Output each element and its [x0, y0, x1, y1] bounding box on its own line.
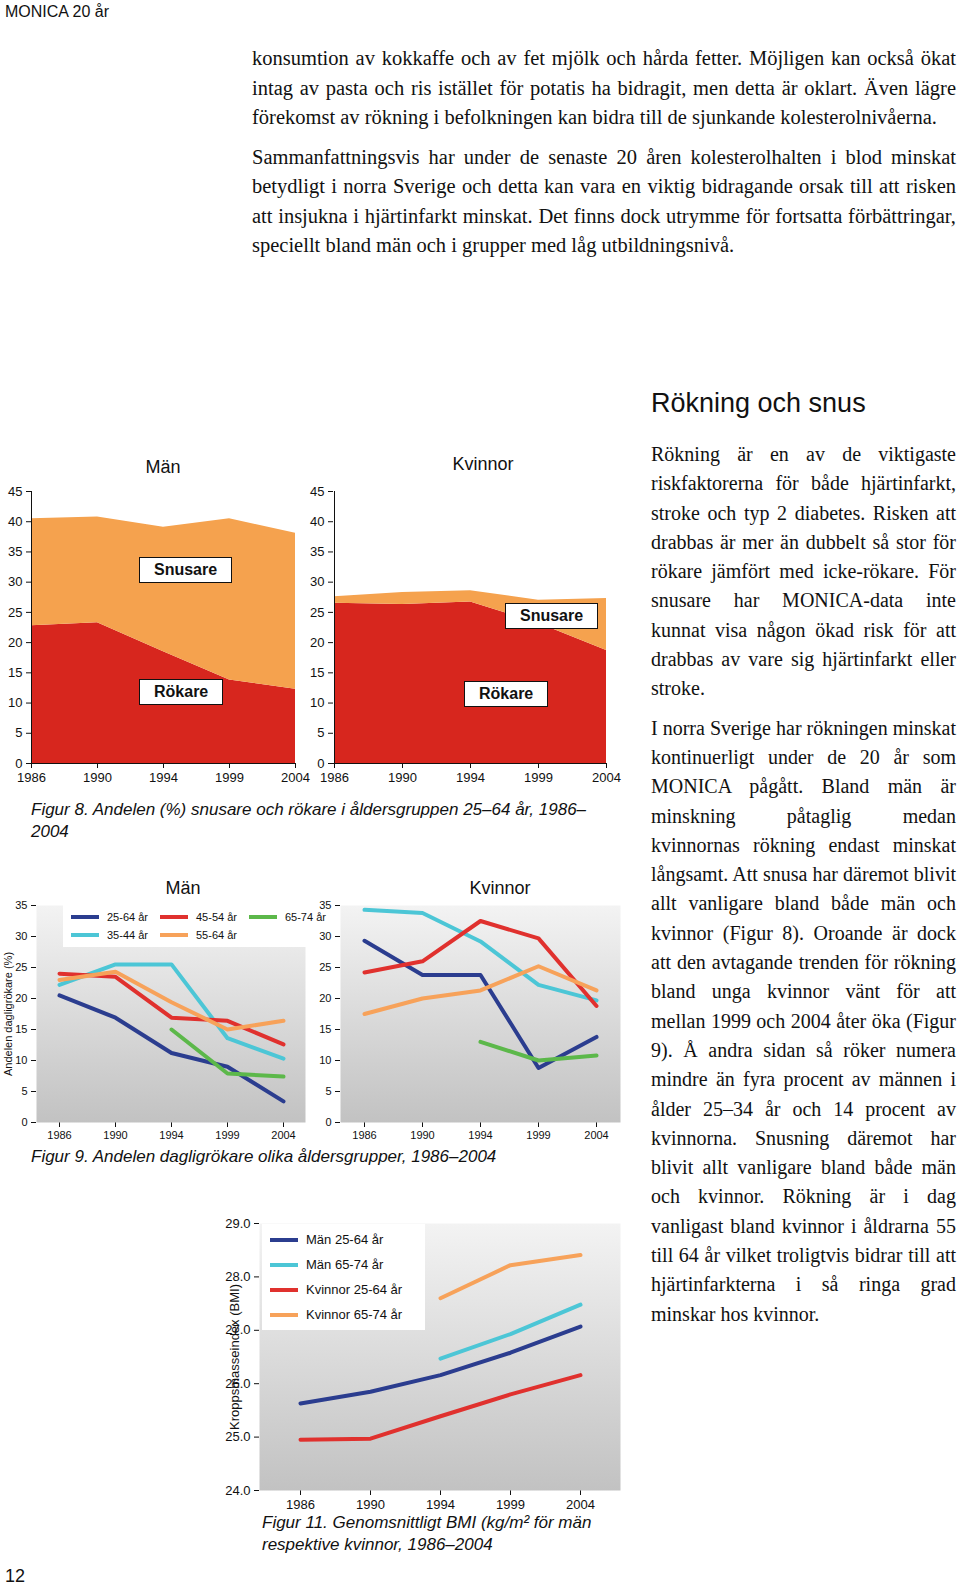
html-text:Rökare: Rökare	[154, 683, 209, 700]
svg-text:30: 30	[319, 930, 331, 942]
svg-text:15: 15	[310, 665, 324, 680]
svg-text:1994: 1994	[149, 770, 178, 785]
html-text:I norra Sverige har rökningen: I norra Sverige har rökningen minskat ko…	[651, 716, 956, 1325]
html-text:Män 65-74 år: Män 65-74 år	[306, 1257, 384, 1272]
svg-text:1986: 1986	[286, 1497, 315, 1512]
svg-text:15: 15	[15, 1023, 27, 1035]
svg-text:1986: 1986	[17, 770, 46, 785]
svg-text:25: 25	[15, 961, 27, 973]
svg-text:1990: 1990	[356, 1497, 385, 1512]
html-text:Sammanfattningsvis har under d: Sammanfattningsvis har under de senaste …	[252, 145, 956, 256]
svg-text:5: 5	[15, 725, 22, 740]
svg-text:2004: 2004	[271, 1129, 295, 1141]
svg-text:0: 0	[317, 756, 324, 771]
svg-text:45: 45	[8, 484, 22, 499]
svg-text:25: 25	[310, 605, 324, 620]
html-text:12: 12	[5, 1566, 25, 1586]
html-text:Kvinnor: Kvinnor	[452, 454, 514, 474]
svg-text:1986: 1986	[320, 770, 349, 785]
svg-text:1994: 1994	[159, 1129, 183, 1141]
svg-text:25: 25	[8, 605, 22, 620]
svg-text:1990: 1990	[103, 1129, 127, 1141]
svg-text:Andelen dagligrökare (%): Andelen dagligrökare (%)	[2, 952, 14, 1076]
svg-text:10: 10	[319, 1054, 331, 1066]
svg-text:2004: 2004	[584, 1129, 608, 1141]
svg-text:0: 0	[325, 1116, 331, 1128]
svg-text:20: 20	[319, 992, 331, 1004]
html-text:Kvinnor 25-64 år: Kvinnor 25-64 år	[306, 1282, 403, 1297]
svg-text:28.0: 28.0	[225, 1269, 250, 1284]
html-text:65-74 år: 65-74 år	[285, 911, 326, 923]
svg-text:1990: 1990	[83, 770, 112, 785]
svg-text:5: 5	[317, 725, 324, 740]
svg-text:0: 0	[15, 756, 22, 771]
svg-text:30: 30	[8, 574, 22, 589]
svg-text:Kroppsmasseindex (BMI): Kroppsmasseindex (BMI)	[227, 1284, 242, 1430]
svg-text:25.0: 25.0	[225, 1429, 250, 1444]
svg-text:5: 5	[325, 1085, 331, 1097]
svg-text:1999: 1999	[215, 1129, 239, 1141]
svg-text:1994: 1994	[426, 1497, 455, 1512]
html-text:Rökning är en av de viktigaste: Rökning är en av de viktigaste riskfakto…	[651, 443, 956, 700]
svg-text:40: 40	[8, 514, 22, 529]
html-text:25-64 år: 25-64 år	[107, 911, 148, 923]
html-text:35-44 år: 35-44 år	[107, 929, 148, 941]
svg-text:15: 15	[8, 665, 22, 680]
svg-text:40: 40	[310, 514, 324, 529]
svg-text:5: 5	[21, 1085, 27, 1097]
svg-text:1986: 1986	[47, 1129, 71, 1141]
html-text:konsumtion av kokkaffe och av: konsumtion av kokkaffe och av fet mjölk …	[252, 47, 956, 128]
html-text:Rökning och snus: Rökning och snus	[651, 388, 866, 418]
html-text:Män: Män	[165, 878, 201, 898]
svg-text:25: 25	[319, 961, 331, 973]
html-text:Figur 8. Andelen (%) snusare o: Figur 8. Andelen (%) snusare och rökare …	[31, 800, 587, 841]
svg-text:35: 35	[15, 899, 27, 911]
svg-text:20: 20	[310, 635, 324, 650]
html-text:Män: Män	[145, 457, 181, 477]
svg-text:29.0: 29.0	[225, 1216, 250, 1231]
svg-text:30: 30	[310, 574, 324, 589]
svg-text:1986: 1986	[352, 1129, 376, 1141]
svg-text:20: 20	[15, 992, 27, 1004]
html-text:Figur 11. Genomsnittligt BMI (: Figur 11. Genomsnittligt BMI (kg/m² för …	[262, 1513, 592, 1554]
svg-text:2004: 2004	[281, 770, 310, 785]
svg-text:1994: 1994	[456, 770, 485, 785]
svg-text:2004: 2004	[592, 770, 621, 785]
svg-text:20: 20	[8, 635, 22, 650]
html-text:Kvinnor: Kvinnor	[469, 878, 531, 898]
svg-text:10: 10	[15, 1054, 27, 1066]
svg-text:35: 35	[8, 544, 22, 559]
svg-text:1990: 1990	[388, 770, 417, 785]
svg-text:10: 10	[310, 695, 324, 710]
svg-text:10: 10	[8, 695, 22, 710]
svg-text:0: 0	[21, 1116, 27, 1128]
html-text:55-64 år: 55-64 år	[196, 929, 237, 941]
html-text:Snusare: Snusare	[520, 607, 584, 624]
svg-text:35: 35	[310, 544, 324, 559]
svg-text:1999: 1999	[524, 770, 553, 785]
html-text:Män 25-64 år: Män 25-64 år	[306, 1232, 384, 1247]
html-text:MONICA 20 år: MONICA 20 år	[5, 3, 109, 20]
svg-text:1994: 1994	[468, 1129, 492, 1141]
svg-text:2004: 2004	[566, 1497, 595, 1512]
svg-text:30: 30	[15, 930, 27, 942]
svg-text:1990: 1990	[410, 1129, 434, 1141]
html-text:Snusare: Snusare	[154, 561, 218, 578]
svg-text:15: 15	[319, 1023, 331, 1035]
html-text:Kvinnor 65-74 år: Kvinnor 65-74 år	[306, 1307, 403, 1322]
svg-text:35: 35	[319, 899, 331, 911]
svg-text:24.0: 24.0	[225, 1483, 250, 1498]
svg-text:1999: 1999	[215, 770, 244, 785]
html-text:Figur 9. Andelen dagligrökare: Figur 9. Andelen dagligrökare olika ålde…	[31, 1147, 497, 1166]
html-text:45-54 år: 45-54 år	[196, 911, 237, 923]
html-text:Rökare: Rökare	[479, 685, 534, 702]
svg-text:1999: 1999	[496, 1497, 525, 1512]
svg-text:1999: 1999	[526, 1129, 550, 1141]
svg-text:45: 45	[310, 484, 324, 499]
